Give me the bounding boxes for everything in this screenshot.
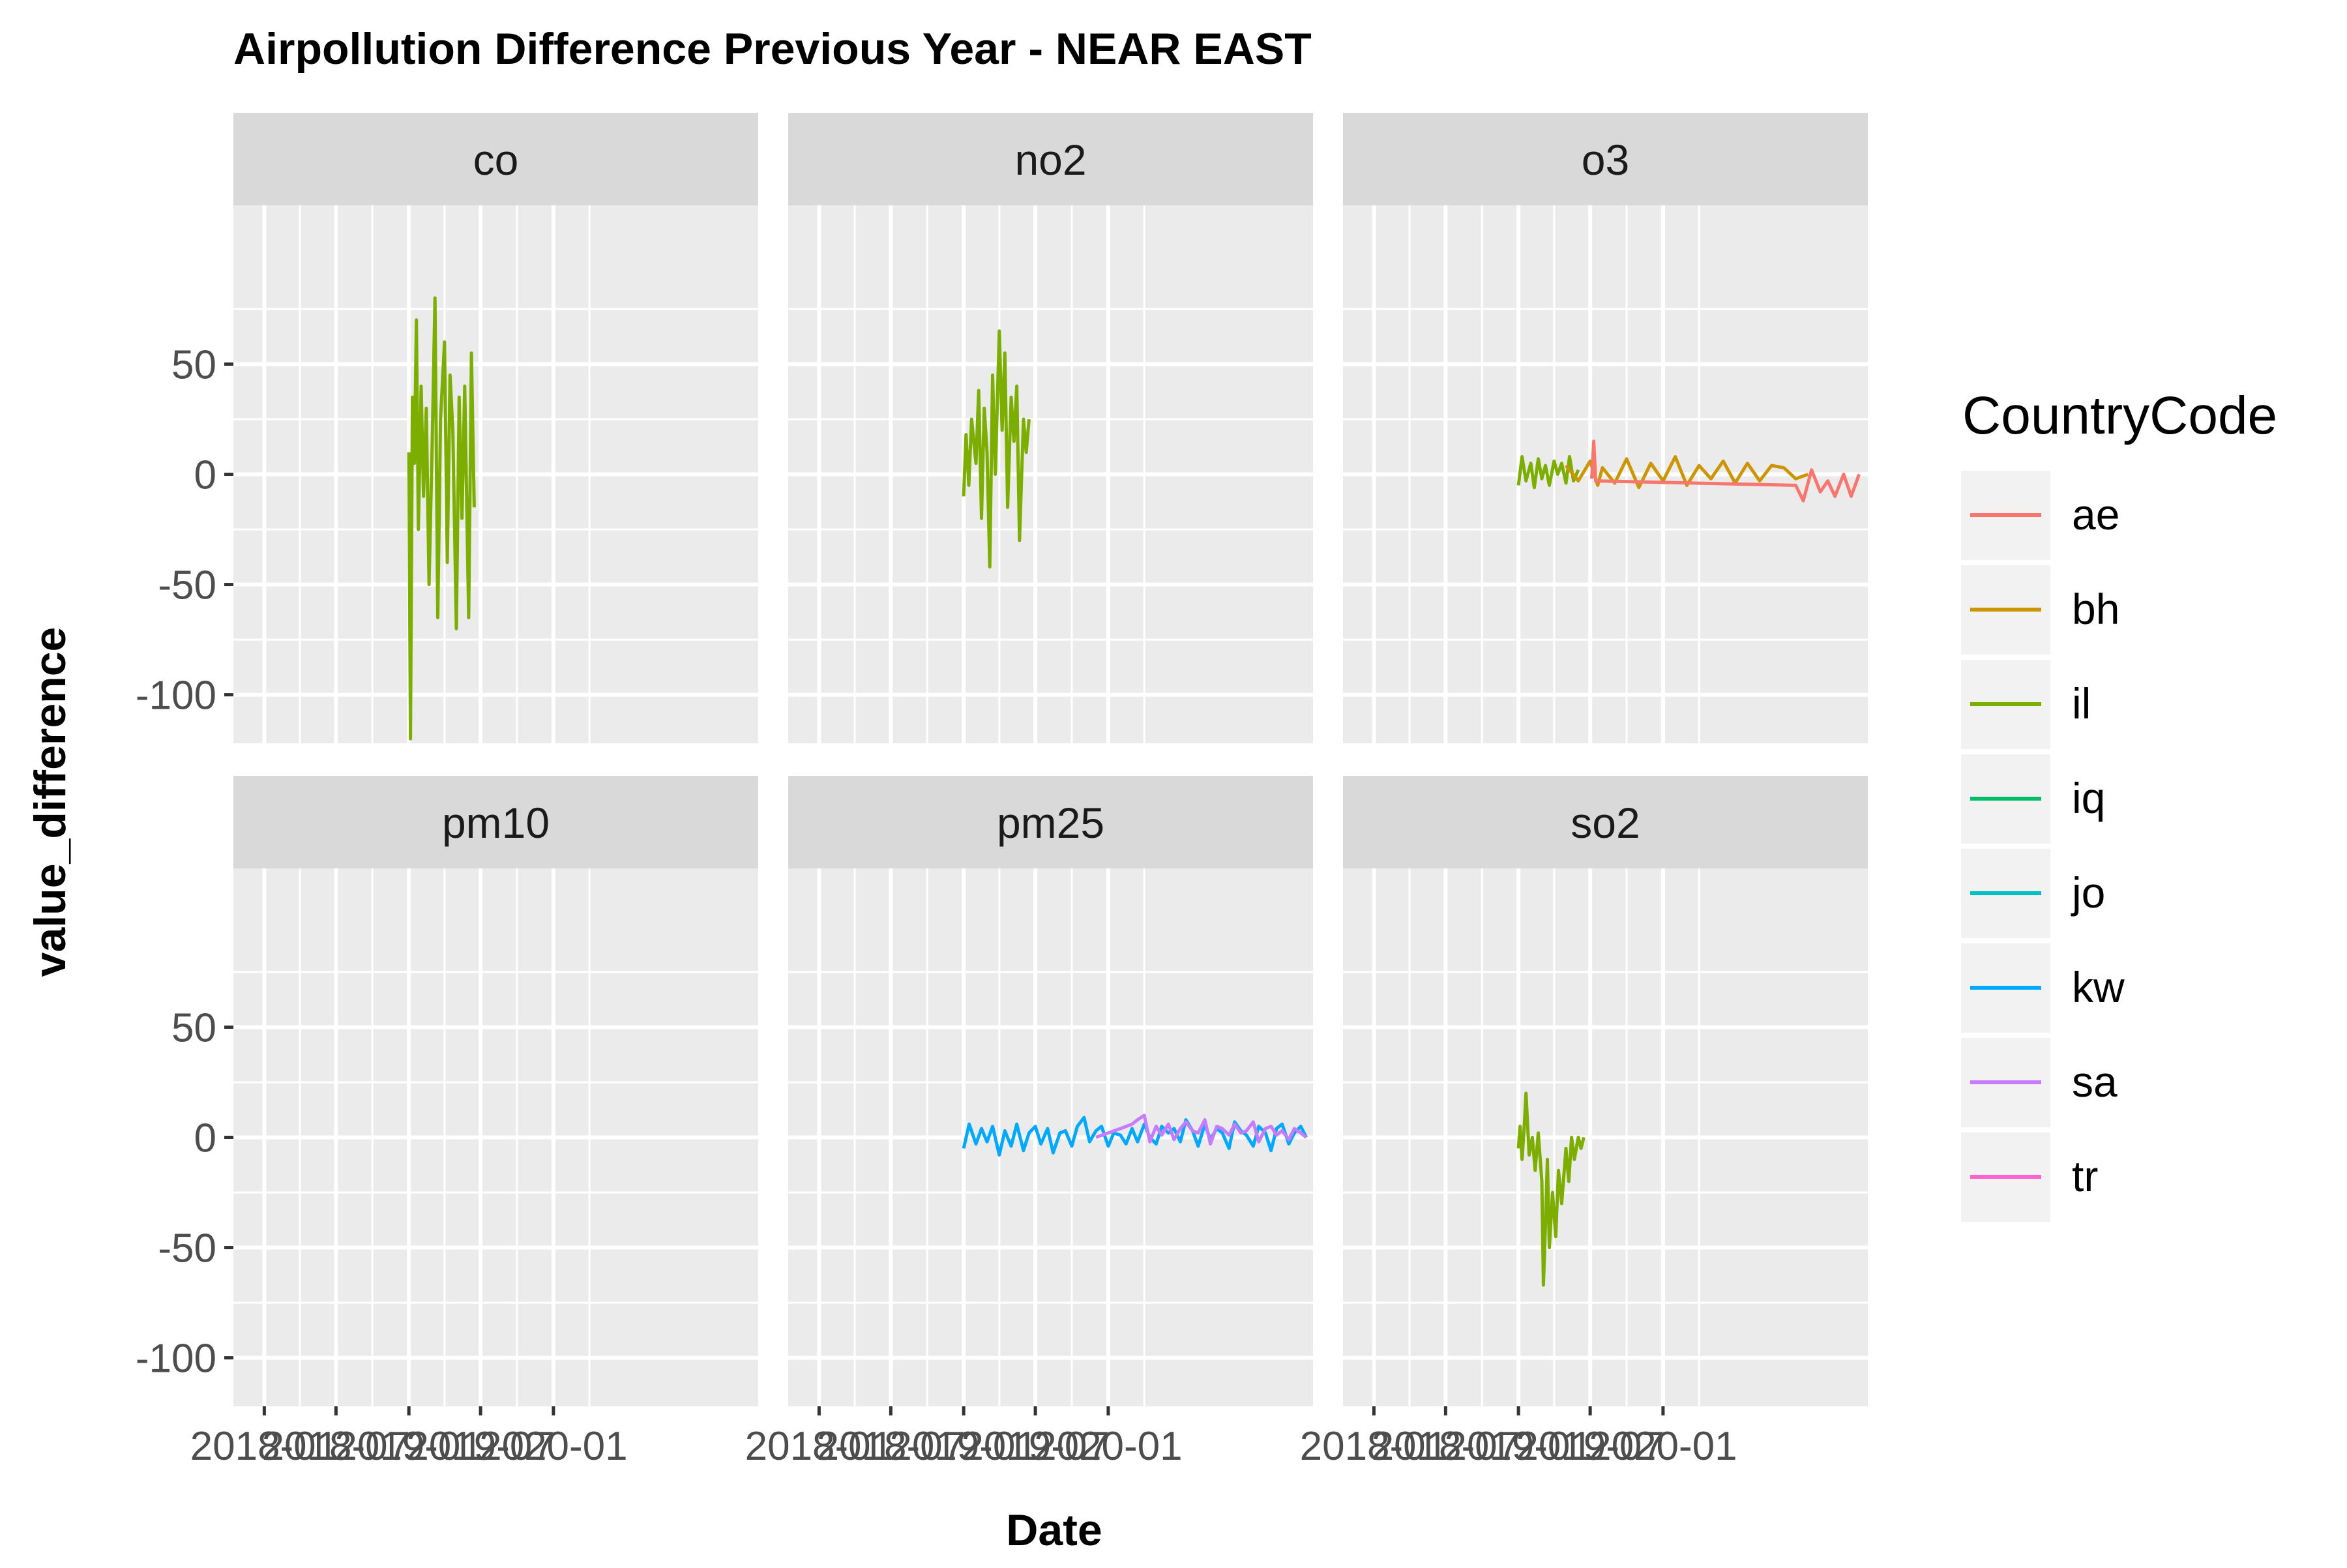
legend-item-jo: jo xyxy=(1961,849,2105,938)
y-tick-label: -50 xyxy=(158,1226,216,1271)
legend-item-tr: tr xyxy=(1961,1132,2098,1222)
legend-label: jo xyxy=(2071,868,2105,917)
legend-label: il xyxy=(2072,679,2091,728)
panel-strip xyxy=(788,113,1313,205)
panel-strip xyxy=(1343,776,1868,868)
y-tick-label: 0 xyxy=(194,1116,216,1161)
series-line-pm25-kw xyxy=(962,1116,1308,1157)
x-tick-label: 2018-07 xyxy=(1372,1424,1520,1469)
x-tick-label: 2018-07 xyxy=(262,1424,411,1469)
x-tick-label: 2019-01 xyxy=(1444,1424,1593,1469)
legend-label: iq xyxy=(2072,774,2105,822)
x-tick-label: 2019-07 xyxy=(961,1424,1110,1469)
x-tick-label: 2020-01 xyxy=(479,1424,628,1469)
legend: CountryCode ae bh il iq jo kw sa tr xyxy=(1961,386,2277,1222)
legend-item-il: il xyxy=(1961,660,2091,749)
legend-label: kw xyxy=(2072,963,2125,1011)
x-tick-label: 2018-07 xyxy=(817,1424,966,1469)
panel-o3: o3 xyxy=(1343,113,1868,743)
legend-label: bh xyxy=(2072,585,2119,633)
legend-item-ae: ae xyxy=(1961,471,2119,560)
panel-strip-label: o3 xyxy=(1582,136,1629,184)
y-tick-label: 0 xyxy=(194,453,216,498)
legend-label: sa xyxy=(2072,1058,2118,1106)
panel-strip xyxy=(1343,113,1868,205)
series-line-o3-ae xyxy=(1590,439,1861,503)
x-tick-label: 2019-01 xyxy=(889,1424,1038,1469)
legend-item-iq: iq xyxy=(1961,754,2105,844)
panel-strip-label: pm10 xyxy=(442,799,550,847)
legend-item-sa: sa xyxy=(1961,1038,2118,1127)
series-line-pm25-sa xyxy=(1095,1114,1308,1146)
series-line-co-il xyxy=(407,296,476,741)
x-tick-label: 2018-01 xyxy=(190,1424,339,1469)
x-axis-title: Date xyxy=(1006,1505,1102,1555)
series-line-so2-il xyxy=(1516,1091,1586,1287)
y-tick-label: -50 xyxy=(158,563,216,608)
x-tick-label: 2020-01 xyxy=(1034,1424,1183,1469)
series-line-o3-bh xyxy=(1565,455,1809,490)
y-tick-label: -100 xyxy=(136,1337,216,1382)
x-tick-label: 2018-01 xyxy=(745,1424,894,1469)
x-tick-label: 2019-07 xyxy=(1516,1424,1664,1469)
series-line-no2-il xyxy=(962,329,1031,569)
legend-item-bh: bh xyxy=(1961,565,2119,655)
panel-strip-label: so2 xyxy=(1571,799,1640,847)
panel-strip-label: no2 xyxy=(1014,136,1086,184)
legend-label: ae xyxy=(2072,490,2119,539)
x-tick-label: 2020-01 xyxy=(1589,1424,1737,1469)
y-tick-label: -100 xyxy=(136,673,216,718)
panel-strip-label: co xyxy=(473,136,519,184)
panel-strip-label: pm25 xyxy=(997,799,1104,847)
panel-no2: no2 xyxy=(788,113,1313,743)
x-tick-label: 2019-07 xyxy=(406,1424,555,1469)
legend-label: tr xyxy=(2072,1152,2098,1200)
panel-co: co 50 0 -50 -100 xyxy=(136,113,758,743)
panel-strip xyxy=(788,776,1313,868)
y-axis-title: value_difference xyxy=(25,627,75,977)
y-tick-label: 50 xyxy=(171,1005,216,1050)
legend-title: CountryCode xyxy=(1962,386,2277,445)
panel-strip xyxy=(233,776,758,868)
legend-item-kw: kw xyxy=(1961,943,2125,1033)
panel-strip xyxy=(233,113,758,205)
x-tick-label: 2019-01 xyxy=(334,1424,483,1469)
panel-pm10: pm10 50 0 -50 -100 2018-012018-072019-012019-… xyxy=(136,776,758,1469)
y-tick-label: 50 xyxy=(171,342,216,387)
x-tick-label: 2018-01 xyxy=(1300,1424,1449,1469)
chart-title: Airpollution Difference Previous Year - … xyxy=(233,24,1312,74)
